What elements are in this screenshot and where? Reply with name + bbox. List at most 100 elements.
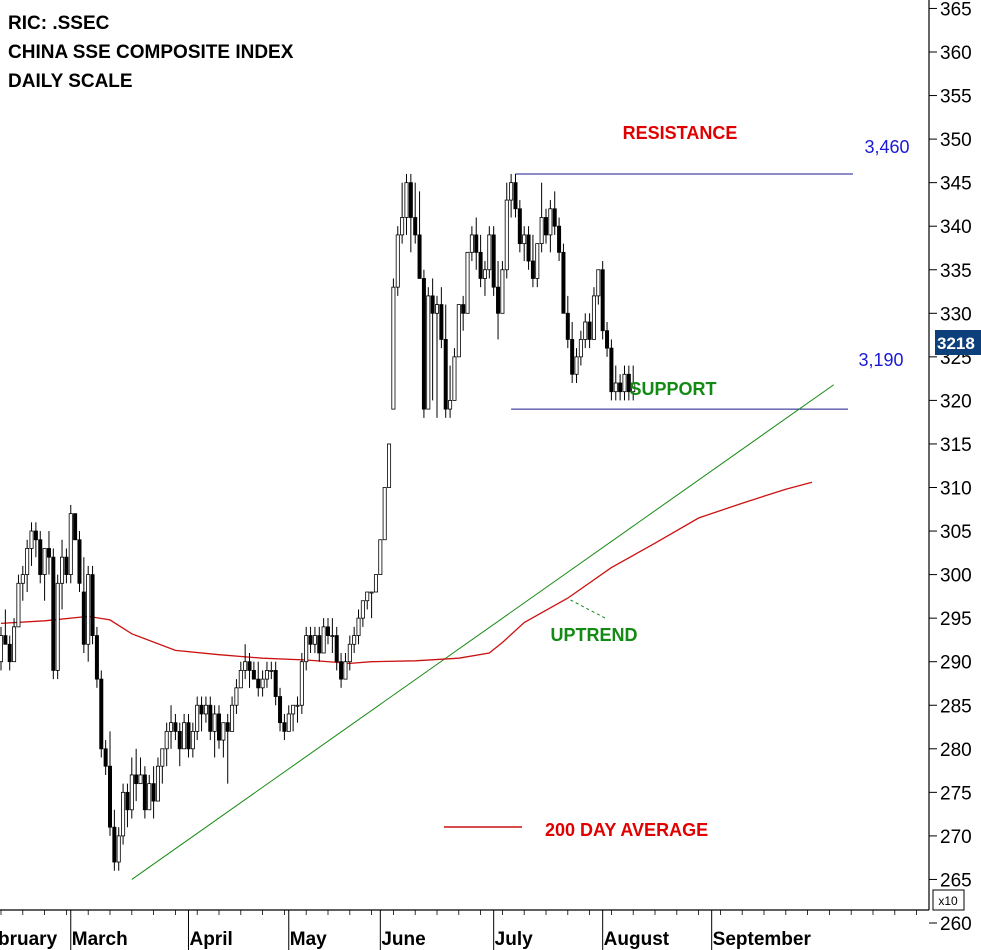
candle-body-down bbox=[112, 826, 117, 863]
chart-title-scale: DAILY SCALE bbox=[8, 71, 133, 92]
candle-body-up bbox=[369, 591, 374, 594]
y-tick-label: 285 bbox=[940, 696, 972, 717]
candle-body-up bbox=[522, 234, 527, 245]
candle-body-down bbox=[151, 783, 156, 802]
chart-title-ric: RIC: .SSEC bbox=[8, 13, 110, 34]
candle-body-up bbox=[482, 269, 487, 279]
candle-body-down bbox=[278, 696, 283, 724]
y-tick-label: 260 bbox=[940, 914, 972, 935]
candle-body-up bbox=[574, 356, 579, 375]
candle-body-up bbox=[25, 548, 30, 575]
candle-body-up bbox=[16, 582, 21, 628]
resistance-label: RESISTANCE bbox=[623, 123, 738, 143]
candle-body-down bbox=[177, 730, 182, 750]
month-label: July bbox=[495, 929, 533, 950]
y-tick-label: 280 bbox=[940, 740, 972, 761]
candle-body-down bbox=[33, 530, 38, 541]
uptrend-line bbox=[131, 384, 835, 880]
candle-body-down bbox=[73, 513, 78, 541]
candle-body-down bbox=[552, 208, 557, 227]
candle-body-up bbox=[622, 373, 627, 393]
candle-body-down bbox=[282, 722, 287, 732]
y-tick-label: 365 bbox=[940, 0, 972, 20]
candle-body-up bbox=[448, 399, 453, 410]
y-tick-label: 295 bbox=[940, 609, 972, 630]
candle-body-down bbox=[626, 373, 631, 393]
candle-body-up bbox=[60, 556, 65, 584]
candle-body-down bbox=[94, 635, 99, 680]
candle-body-up bbox=[352, 635, 357, 645]
support-label: SUPPORT bbox=[629, 379, 716, 399]
candle-body-up bbox=[86, 574, 91, 645]
y-tick-label: 270 bbox=[940, 827, 972, 848]
month-label: September bbox=[713, 929, 812, 950]
candle-body-up bbox=[182, 722, 187, 750]
candle-body-up bbox=[578, 339, 583, 358]
y-tick-label: 305 bbox=[940, 522, 972, 543]
candle-body-down bbox=[38, 539, 43, 576]
candle-body-up bbox=[160, 748, 165, 767]
candle-body-down bbox=[561, 251, 566, 314]
candle-body-up bbox=[129, 774, 134, 811]
chart-title-name: CHINA SSE COMPOSITE INDEX bbox=[8, 42, 294, 63]
candle-body-up bbox=[539, 217, 544, 245]
y-tick-label: 300 bbox=[940, 566, 972, 587]
candle-body-down bbox=[108, 765, 113, 828]
candle-body-down bbox=[439, 304, 444, 340]
candle-body-up bbox=[312, 635, 317, 645]
candle-body-up bbox=[230, 704, 235, 732]
candle-body-down bbox=[605, 330, 610, 349]
candle-body-down bbox=[609, 347, 614, 393]
candle-body-down bbox=[51, 556, 56, 671]
candle-body-up bbox=[400, 217, 405, 236]
candle-body-down bbox=[125, 791, 130, 811]
candle-body-up bbox=[195, 704, 200, 732]
candle-body-down bbox=[64, 556, 69, 575]
candle-body-up bbox=[330, 635, 335, 637]
resistance-value: 3,460 bbox=[864, 137, 909, 157]
candle-body-up bbox=[404, 182, 409, 218]
y-tick-label: 345 bbox=[940, 174, 972, 195]
candle-body-up bbox=[68, 513, 73, 576]
candle-body-up bbox=[456, 304, 461, 358]
horizontal-levels bbox=[511, 173, 853, 410]
candle-body-up bbox=[465, 251, 470, 314]
candle-body-up bbox=[221, 722, 226, 741]
candle-body-down bbox=[173, 722, 178, 732]
candle-body-down bbox=[46, 548, 51, 558]
moving-average-200-line bbox=[0, 481, 813, 665]
candlestick-series bbox=[0, 173, 636, 871]
candle-body-up bbox=[500, 269, 505, 314]
candle-body-up bbox=[164, 730, 169, 750]
candle-body-up bbox=[212, 713, 217, 732]
y-tick-label: 350 bbox=[940, 130, 972, 151]
candle-body-up bbox=[264, 670, 269, 680]
candle-body-up bbox=[509, 182, 514, 201]
candle-body-up bbox=[631, 382, 636, 393]
candle-body-down bbox=[478, 251, 483, 279]
candle-body-up bbox=[286, 713, 291, 732]
candle-body-down bbox=[413, 217, 418, 236]
candle-body-up bbox=[121, 791, 126, 837]
candle-body-down bbox=[134, 774, 139, 785]
legend-label-200-day-average: 200 DAY AVERAGE bbox=[545, 820, 708, 840]
month-label: April bbox=[189, 929, 232, 950]
candle-body-down bbox=[544, 217, 549, 236]
candle-body-up bbox=[20, 574, 25, 584]
candle-body-down bbox=[251, 670, 256, 680]
candle-body-up bbox=[343, 661, 348, 680]
candle-body-down bbox=[256, 678, 261, 689]
candle-body-up bbox=[434, 304, 439, 314]
candle-body-up bbox=[373, 574, 378, 593]
candle-body-up bbox=[360, 600, 365, 619]
candle-body-up bbox=[260, 678, 265, 689]
candle-body-up bbox=[42, 548, 47, 575]
candle-body-down bbox=[430, 295, 435, 314]
candle-body-up bbox=[452, 356, 457, 401]
last-price-value: 3218 bbox=[937, 334, 975, 353]
candle-body-up bbox=[535, 243, 540, 279]
candle-body-down bbox=[103, 748, 108, 767]
candle-body-down bbox=[199, 704, 204, 715]
y-tick-label: 340 bbox=[940, 217, 972, 238]
